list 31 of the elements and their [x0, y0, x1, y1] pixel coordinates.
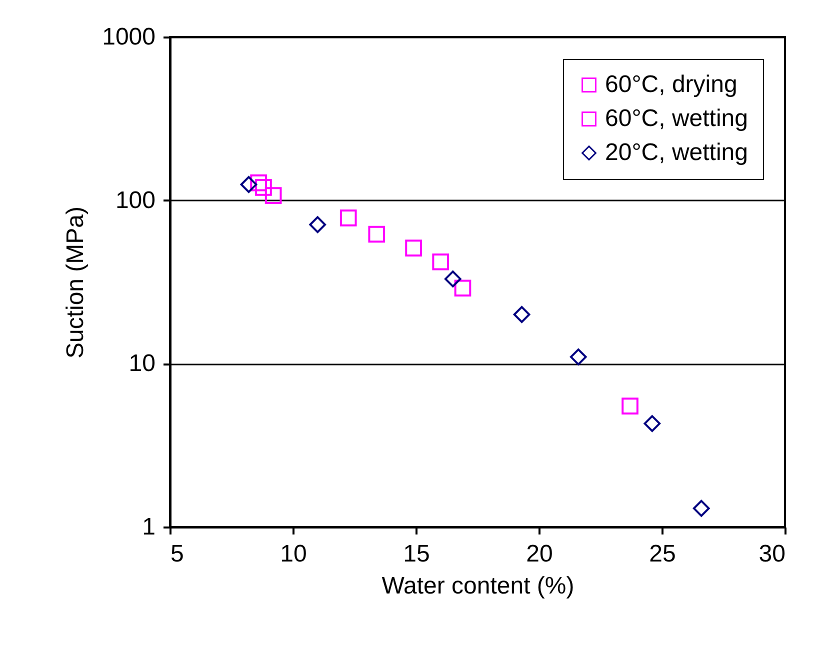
- x-tick-label: 15: [403, 540, 430, 568]
- y-axis-title: Suction (MPa): [62, 206, 90, 359]
- x-tick-label: 10: [280, 540, 307, 568]
- point: [570, 348, 587, 366]
- legend-label: 60°C, wetting: [605, 105, 748, 132]
- point: [250, 174, 267, 192]
- point: [240, 176, 258, 193]
- point: [255, 178, 272, 196]
- y-tick-label: 1: [142, 514, 156, 540]
- legend-label: 60°C, drying: [605, 71, 738, 98]
- point: [644, 415, 661, 432]
- x-axis-title: Water content (%): [382, 572, 574, 600]
- point: [264, 187, 282, 204]
- point: [622, 398, 638, 414]
- legend-label: 20°C, wetting: [605, 139, 748, 166]
- y-tick-label: 100: [115, 186, 156, 214]
- x-tick-label: 25: [649, 540, 676, 568]
- x-tick-label: 20: [526, 540, 553, 568]
- point: [692, 500, 710, 517]
- point: [309, 216, 326, 234]
- y-tick-label: 1000: [102, 24, 156, 50]
- x-tick-label: 30: [758, 540, 786, 568]
- point: [454, 280, 472, 297]
- point: [340, 210, 357, 226]
- x-tick-label: 5: [170, 540, 184, 568]
- y-tick-label: 10: [128, 350, 156, 378]
- point: [444, 270, 462, 288]
- point: [368, 226, 386, 243]
- point: [513, 306, 530, 323]
- point: [432, 253, 450, 270]
- point: [405, 240, 422, 257]
